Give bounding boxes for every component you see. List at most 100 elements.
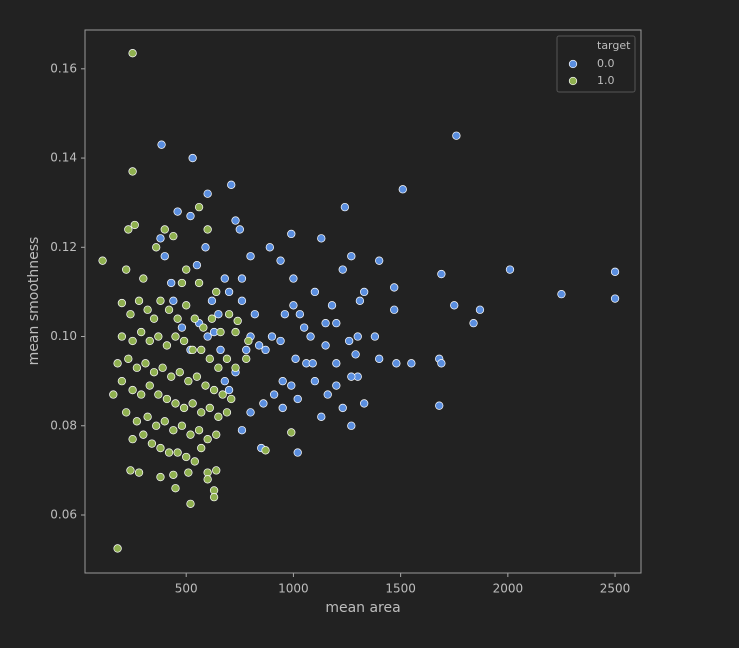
point xyxy=(177,278,187,288)
point xyxy=(293,394,302,404)
point xyxy=(340,202,350,212)
point xyxy=(182,301,191,310)
point xyxy=(327,301,337,310)
point xyxy=(332,381,341,390)
point xyxy=(205,403,214,413)
point xyxy=(321,341,330,350)
point xyxy=(173,207,182,216)
point xyxy=(390,305,399,314)
point xyxy=(179,403,189,413)
point xyxy=(250,310,259,319)
x-tick-label: 1000 xyxy=(278,582,309,596)
point xyxy=(134,296,144,305)
point xyxy=(212,287,221,297)
point xyxy=(212,430,221,439)
point xyxy=(175,368,184,377)
point xyxy=(184,468,193,477)
point xyxy=(179,336,189,346)
point xyxy=(124,354,133,363)
point xyxy=(194,278,204,288)
point xyxy=(347,372,356,381)
point xyxy=(160,252,169,261)
point xyxy=(267,332,277,341)
point xyxy=(122,408,131,417)
point xyxy=(347,421,356,430)
point xyxy=(154,390,163,399)
legend-label: 1.0 xyxy=(597,74,615,87)
point xyxy=(209,385,219,395)
point xyxy=(128,385,137,395)
point xyxy=(177,421,187,430)
point xyxy=(351,350,360,359)
point xyxy=(338,265,347,274)
point xyxy=(145,336,154,346)
point xyxy=(156,443,165,453)
x-tick-label: 2000 xyxy=(493,582,524,596)
point xyxy=(152,243,161,252)
point xyxy=(113,544,122,553)
point xyxy=(610,294,620,303)
point xyxy=(122,265,131,274)
point xyxy=(139,274,148,283)
point xyxy=(160,417,169,426)
point xyxy=(209,492,219,502)
point xyxy=(227,394,236,404)
point xyxy=(169,426,178,435)
y-tick-label: 0.08 xyxy=(50,418,77,432)
point xyxy=(201,381,210,390)
point xyxy=(338,403,347,413)
point xyxy=(192,372,202,381)
point xyxy=(224,385,234,395)
point xyxy=(134,468,144,477)
point xyxy=(158,363,167,372)
point xyxy=(194,202,204,212)
point xyxy=(143,412,152,421)
point xyxy=(117,376,127,386)
point xyxy=(214,363,223,372)
legend-label: 0.0 xyxy=(597,57,615,70)
point xyxy=(216,327,225,337)
point xyxy=(216,345,225,355)
point xyxy=(188,153,197,163)
point xyxy=(370,332,380,341)
point xyxy=(130,220,139,230)
y-tick-label: 0.16 xyxy=(50,61,77,75)
point xyxy=(194,426,204,435)
point xyxy=(293,448,302,457)
legend-title: target xyxy=(597,39,631,52)
point xyxy=(610,267,620,276)
point xyxy=(147,439,157,448)
point xyxy=(289,274,298,283)
point xyxy=(317,234,326,243)
point xyxy=(323,390,332,399)
point xyxy=(224,310,234,319)
point xyxy=(224,287,234,297)
point xyxy=(156,296,165,305)
point xyxy=(347,252,356,261)
point xyxy=(287,229,296,239)
point xyxy=(132,417,142,426)
point xyxy=(171,399,180,408)
point xyxy=(437,269,446,279)
point xyxy=(269,390,279,399)
point xyxy=(149,368,159,377)
point xyxy=(295,310,305,319)
point xyxy=(177,323,187,332)
point xyxy=(162,394,172,404)
point xyxy=(186,211,195,221)
point xyxy=(167,278,176,288)
point xyxy=(197,345,206,355)
point xyxy=(265,243,274,252)
point xyxy=(220,274,229,283)
point xyxy=(171,332,180,341)
point xyxy=(145,381,154,390)
point xyxy=(156,234,165,243)
point xyxy=(203,189,212,198)
point xyxy=(203,475,212,484)
point xyxy=(139,430,148,439)
y-tick-label: 0.14 xyxy=(50,151,77,165)
point xyxy=(156,472,165,482)
point xyxy=(207,296,217,305)
point xyxy=(137,327,146,337)
point xyxy=(289,301,298,310)
